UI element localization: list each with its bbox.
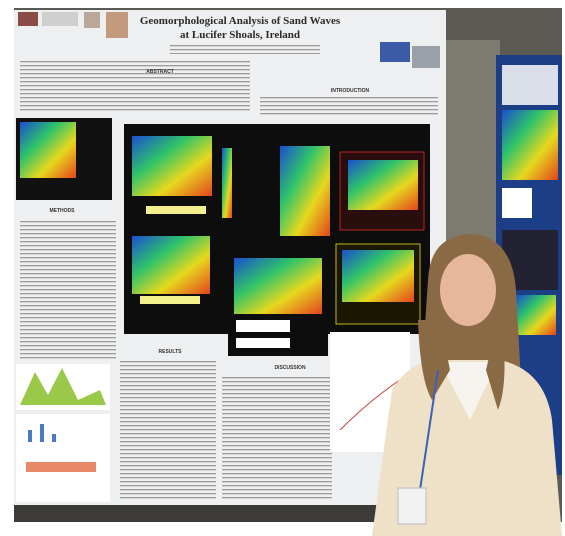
text-block: [20, 60, 250, 112]
logo: [42, 12, 78, 26]
section-heading: INTRODUCTION: [331, 88, 370, 94]
chart-bar: [26, 462, 96, 472]
logo: [18, 12, 38, 26]
chart-bar: [52, 434, 56, 442]
badge: [397, 487, 427, 525]
section-heading: ABSTRACT: [146, 69, 174, 75]
map: [132, 136, 212, 196]
lanyard: [419, 369, 439, 491]
profile: [140, 296, 200, 304]
hair: [486, 310, 505, 410]
section-heading: DISCUSSION: [274, 365, 306, 371]
chart-area: [20, 368, 106, 405]
neighbor-panel: [502, 65, 558, 105]
chart-bar: [40, 424, 44, 442]
map: [348, 160, 418, 210]
map: [280, 146, 330, 236]
map: [234, 258, 322, 314]
face: [440, 254, 496, 326]
floor: [14, 505, 446, 522]
neighbor-map: [516, 295, 556, 335]
profile: [146, 206, 206, 214]
text-block: [20, 220, 116, 360]
chart-image: [16, 414, 110, 502]
poster-title: Geomorphological Analysis of Sand Waves: [140, 15, 341, 27]
profile: [236, 320, 290, 332]
profile: [236, 338, 290, 348]
section-heading: RESULTS: [159, 349, 183, 355]
chart-line: [339, 379, 401, 431]
logo: [380, 42, 410, 62]
shirt: [440, 362, 498, 420]
poster-title: at Lucifer Shoals, Ireland: [180, 29, 300, 41]
text-block: [260, 96, 438, 116]
text-block: [120, 360, 216, 500]
neighbor-logo: [502, 188, 532, 218]
neighbor-map: [502, 110, 558, 180]
logo: [412, 46, 440, 68]
text-block: [222, 376, 332, 500]
colorbar: [222, 148, 232, 218]
section-heading: METHODS: [50, 208, 76, 214]
map: [342, 250, 414, 302]
photo-author: [106, 12, 128, 38]
map: [20, 122, 76, 178]
chart-bar: [28, 430, 32, 442]
authors: [170, 44, 320, 54]
hair: [418, 320, 450, 400]
logo: [84, 12, 100, 28]
map: [132, 236, 210, 294]
